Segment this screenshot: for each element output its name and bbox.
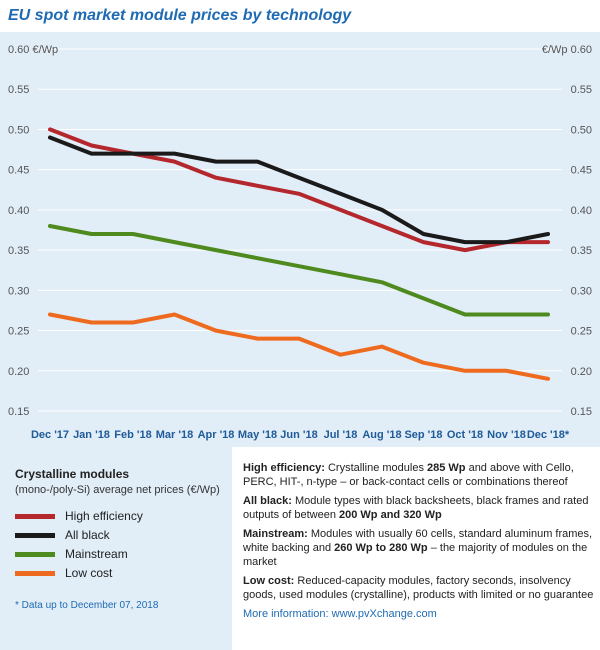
definition-text: Crystalline modules: [324, 462, 427, 474]
line-chart: 0.60 €/Wp €/Wp 0.60 0.55 0.50 0.45 0.40 0.35…: [8, 44, 592, 441]
definition-text: – the majority of modules on the market: [243, 542, 588, 568]
y-tick-label-left: 0.15: [8, 406, 29, 418]
grid-lines: [38, 48, 562, 412]
y-tick-label-right: 0.35: [571, 245, 592, 257]
y-ticks-left: 0.55 0.50 0.45 0.40 0.35 0.30 0.25 0.20 0.15: [8, 84, 29, 418]
x-tick-label: Mar '18: [156, 429, 193, 441]
definition-value: 260 Wp to 280 Wp: [334, 542, 428, 554]
y-tick-label-right: 0.30: [571, 285, 592, 297]
legend-label: Low cost: [65, 566, 113, 580]
term: Mainstream:: [243, 528, 308, 540]
y-tick-label-left: 0.55: [8, 84, 29, 96]
y-axis-unit-right: €/Wp 0.60: [542, 44, 592, 56]
legend-subtitle: (mono-/poly-Si) average net prices (€/Wp…: [15, 484, 220, 496]
y-tick-label-right: 0.20: [571, 366, 592, 378]
legend-title: Crystalline modules: [15, 467, 130, 481]
x-tick-label: Nov '18: [487, 429, 526, 441]
y-axis-unit-left: 0.60 €/Wp: [8, 44, 58, 56]
x-tick-label: Feb '18: [114, 429, 151, 441]
definition-value: 285 Wp: [427, 462, 466, 474]
legend-item-low-cost: Low cost: [15, 566, 112, 580]
y-tick-label-right: 0.45: [571, 165, 592, 177]
definition-mainstream: Mainstream: Modules with usually 60 cell…: [243, 527, 595, 569]
y-tick-label-left: 0.20: [8, 366, 29, 378]
legend-swatch: [15, 532, 55, 538]
term: High efficiency:: [243, 462, 325, 474]
legend-item-all-black: All black: [15, 528, 110, 542]
x-tick-label: Dec '18*: [527, 429, 570, 441]
x-tick-label: Apr '18: [198, 429, 235, 441]
definition-text: Reduced-capacity modules, factory second…: [243, 575, 594, 601]
y-tick-label-left: 0.30: [8, 285, 29, 297]
x-tick-label: Jan '18: [73, 429, 110, 441]
y-tick-label-left: 0.50: [8, 124, 29, 136]
y-ticks-right: 0.55 0.50 0.45 0.40 0.35 0.30 0.25 0.20 0.15: [571, 84, 592, 418]
x-tick-label: Oct '18: [447, 429, 483, 441]
term: All black:: [243, 495, 292, 507]
series-line-mainstream: [48, 224, 550, 317]
chart-title: EU spot market module prices by technolo…: [8, 7, 352, 24]
legend-swatch: [15, 513, 55, 519]
definition-low-cost: Low cost: Reduced-capacity modules, fact…: [243, 574, 595, 602]
legend: Crystalline modules (mono-/poly-Si) aver…: [0, 447, 232, 650]
legend-swatch: [15, 551, 55, 557]
definition-text: and above with Cello, PERC, HIT-, n-type…: [243, 462, 574, 488]
x-tick-label: Jun '18: [280, 429, 317, 441]
legend-label: All black: [65, 528, 110, 542]
legend-item-mainstream: Mainstream: [15, 547, 128, 561]
definition-text: Module types with black backsheets, blac…: [243, 495, 589, 521]
x-tick-label: Sep '18: [404, 429, 442, 441]
definition-text: Modules with usually 60 cells, standard …: [243, 528, 593, 554]
x-tick-label: Aug '18: [362, 429, 401, 441]
x-tick-label: May '18: [238, 429, 277, 441]
y-tick-label-left: 0.25: [8, 326, 29, 338]
legend-label: Mainstream: [65, 547, 128, 561]
legend-swatch: [15, 570, 55, 576]
definition-value: 200 Wp and 320 Wp: [339, 509, 442, 521]
more-info-link[interactable]: More information: www.pvXchange.com: [243, 608, 437, 620]
definitions: High efficiency: Crystalline modules 285…: [243, 461, 595, 626]
definition-all-black: All black: Module types with black backs…: [243, 494, 595, 522]
y-tick-label-left: 0.35: [8, 245, 29, 257]
term: Low cost:: [243, 575, 295, 587]
definition-high-efficiency: High efficiency: Crystalline modules 285…: [243, 461, 595, 489]
y-tick-label-right: 0.25: [571, 326, 592, 338]
series-line-low-cost: [48, 312, 550, 381]
x-ticks: Dec '17 Jan '18 Feb '18 Mar '18 Apr '18 May '…: [31, 429, 570, 441]
y-tick-label-left: 0.45: [8, 165, 29, 177]
legend-item-high-efficiency: High efficiency: [15, 509, 143, 523]
y-tick-label-right: 0.50: [571, 124, 592, 136]
legend-label: High efficiency: [65, 509, 143, 523]
y-tick-label-right: 0.15: [571, 406, 592, 418]
series-lines: [48, 127, 550, 381]
chart-panel: 0.60 €/Wp €/Wp 0.60 0.55 0.50 0.45 0.40 0.35…: [0, 32, 600, 447]
y-tick-label-right: 0.55: [571, 84, 592, 96]
series-line-high-efficiency: [48, 127, 550, 253]
x-tick-label: Dec '17: [31, 429, 69, 441]
footnote: * Data up to December 07, 2018: [15, 600, 159, 611]
series-line-all-black: [48, 135, 550, 245]
x-tick-label: Jul '18: [324, 429, 358, 441]
y-tick-label-right: 0.40: [571, 205, 592, 217]
y-tick-label-left: 0.40: [8, 205, 29, 217]
